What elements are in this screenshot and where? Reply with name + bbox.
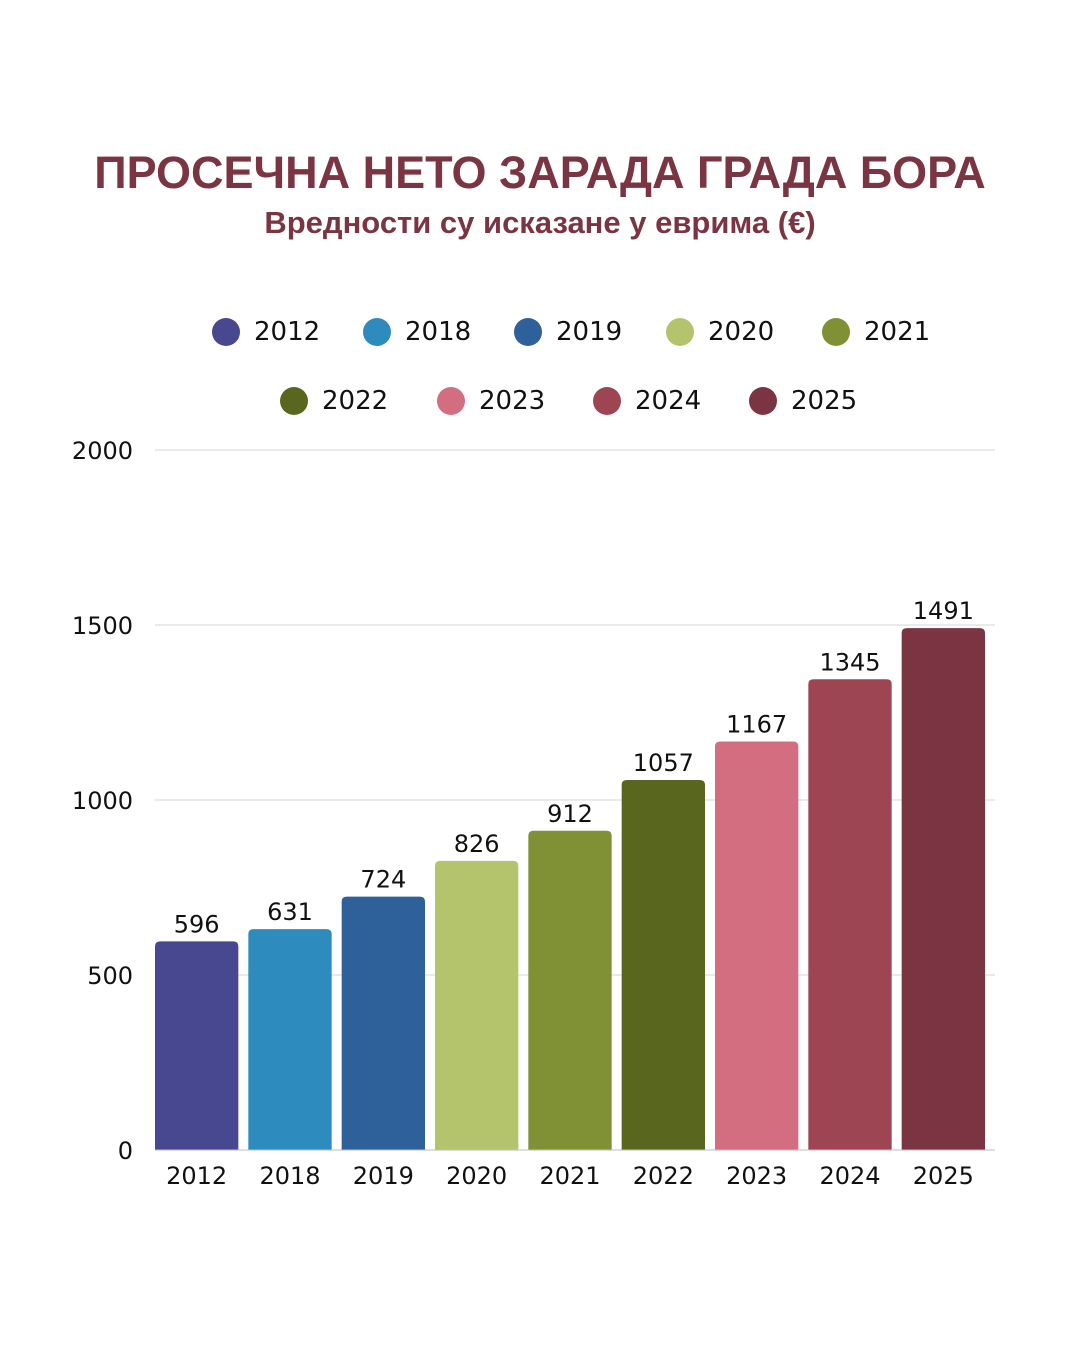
data-label: 1345 (819, 648, 880, 676)
legend-item-2024: 2024 (593, 385, 701, 417)
legend-label: 2018 (405, 317, 472, 347)
x-tick-label: 2018 (259, 1162, 320, 1190)
x-tick-label: 2024 (819, 1162, 880, 1190)
legend-swatch (666, 318, 694, 346)
legend-swatch (280, 387, 308, 415)
legend-item-2020: 2020 (666, 316, 774, 348)
legend-label: 2012 (254, 317, 321, 347)
x-tick-label: 2023 (726, 1162, 787, 1190)
data-label: 596 (174, 910, 220, 938)
bar-2024 (808, 679, 892, 1150)
bar-2022 (621, 780, 705, 1150)
y-tick-label: 1500 (72, 612, 133, 640)
legend-item-2025: 2025 (749, 385, 857, 417)
legend-item-2022: 2022 (280, 385, 388, 417)
legend-label: 2022 (322, 386, 389, 416)
x-tick-label: 2019 (353, 1162, 414, 1190)
data-label: 724 (360, 866, 406, 894)
legend-label: 2023 (479, 386, 546, 416)
x-tick-label: 2025 (913, 1162, 974, 1190)
legend-label: 2024 (635, 386, 702, 416)
legend-item-2021: 2021 (822, 316, 930, 348)
data-label: 912 (547, 800, 593, 828)
data-label: 1057 (633, 749, 694, 777)
chart-title: ПРОСЕЧНА НЕТО ЗАРАДА ГРАДА БОРА (94, 147, 986, 198)
y-tick-label: 500 (87, 962, 133, 990)
legend-swatch (822, 318, 850, 346)
bar-2025 (901, 628, 985, 1150)
bar-2012 (155, 941, 239, 1150)
legend-swatch (593, 387, 621, 415)
x-tick-label: 2020 (446, 1162, 507, 1190)
legend-swatch (437, 387, 465, 415)
x-tick-label: 2022 (633, 1162, 694, 1190)
y-tick-label: 0 (118, 1137, 133, 1165)
bar-2020 (435, 860, 519, 1150)
legend-item-2019: 2019 (514, 316, 622, 348)
legend-swatch (212, 318, 240, 346)
y-tick-label: 1000 (72, 787, 133, 815)
legend-label: 2020 (708, 317, 775, 347)
bar-2019 (341, 896, 425, 1150)
legend-label: 2025 (791, 386, 858, 416)
legend-item-2023: 2023 (437, 385, 545, 417)
legend-swatch (749, 387, 777, 415)
legend-item-2012: 2012 (212, 316, 320, 348)
legend-label: 2019 (556, 317, 623, 347)
y-tick-label: 2000 (72, 437, 133, 465)
data-label: 1491 (913, 597, 974, 625)
legend-label: 2021 (864, 317, 931, 347)
data-label: 631 (267, 898, 313, 926)
data-label: 826 (454, 830, 500, 858)
legend-swatch (514, 318, 542, 346)
chart-subtitle: Вредности су исказане у еврима (€) (264, 205, 816, 240)
legend-swatch (363, 318, 391, 346)
bar-2018 (248, 929, 332, 1150)
data-label: 1167 (726, 711, 787, 739)
x-tick-label: 2021 (539, 1162, 600, 1190)
legend-item-2018: 2018 (363, 316, 471, 348)
bar-2023 (715, 741, 799, 1150)
x-tick-label: 2012 (166, 1162, 227, 1190)
bar-2021 (528, 830, 612, 1150)
